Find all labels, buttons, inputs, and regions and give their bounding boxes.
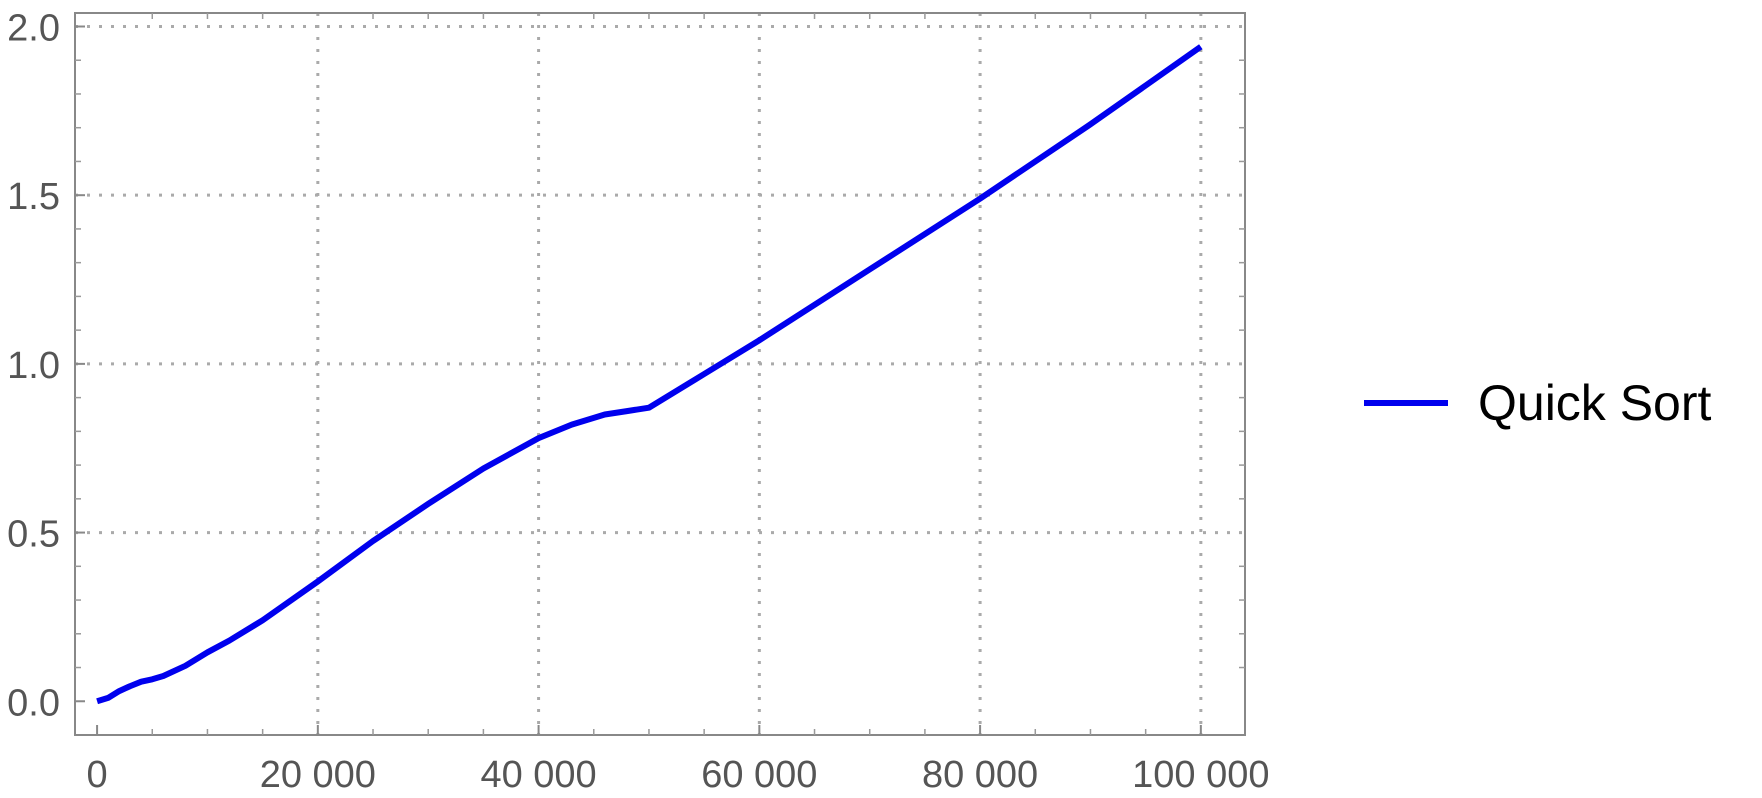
axis-ticks (75, 13, 1245, 735)
plot-frame (74, 12, 1246, 736)
y-tick-label-3: 1.5 (7, 176, 60, 218)
series-line-quick-sort (96, 44, 1203, 705)
x-tick-label-2: 40 000 (480, 754, 596, 796)
y-tick-label-0: 0.0 (7, 682, 60, 724)
x-tick-label-0: 0 (87, 754, 108, 796)
grid-lines (75, 13, 1245, 735)
legend-label-quick-sort: Quick Sort (1478, 375, 1712, 431)
x-tick-label-5: 100 000 (1132, 754, 1269, 796)
x-tick-label-1: 20 000 (260, 754, 376, 796)
y-tick-label-4: 2.0 (7, 7, 60, 49)
y-axis-tick-labels: 0.0 0.5 1.0 1.5 2.0 (7, 7, 60, 724)
series-layer (96, 44, 1203, 705)
legend: Quick Sort (1364, 375, 1712, 431)
x-tick-label-3: 60 000 (701, 754, 817, 796)
x-tick-label-4: 80 000 (922, 754, 1038, 796)
y-tick-label-1: 0.5 (7, 514, 60, 556)
y-tick-label-2: 1.0 (7, 345, 60, 387)
x-axis-tick-labels: 0 20 000 40 000 60 000 80 000 100 000 (87, 754, 1270, 796)
